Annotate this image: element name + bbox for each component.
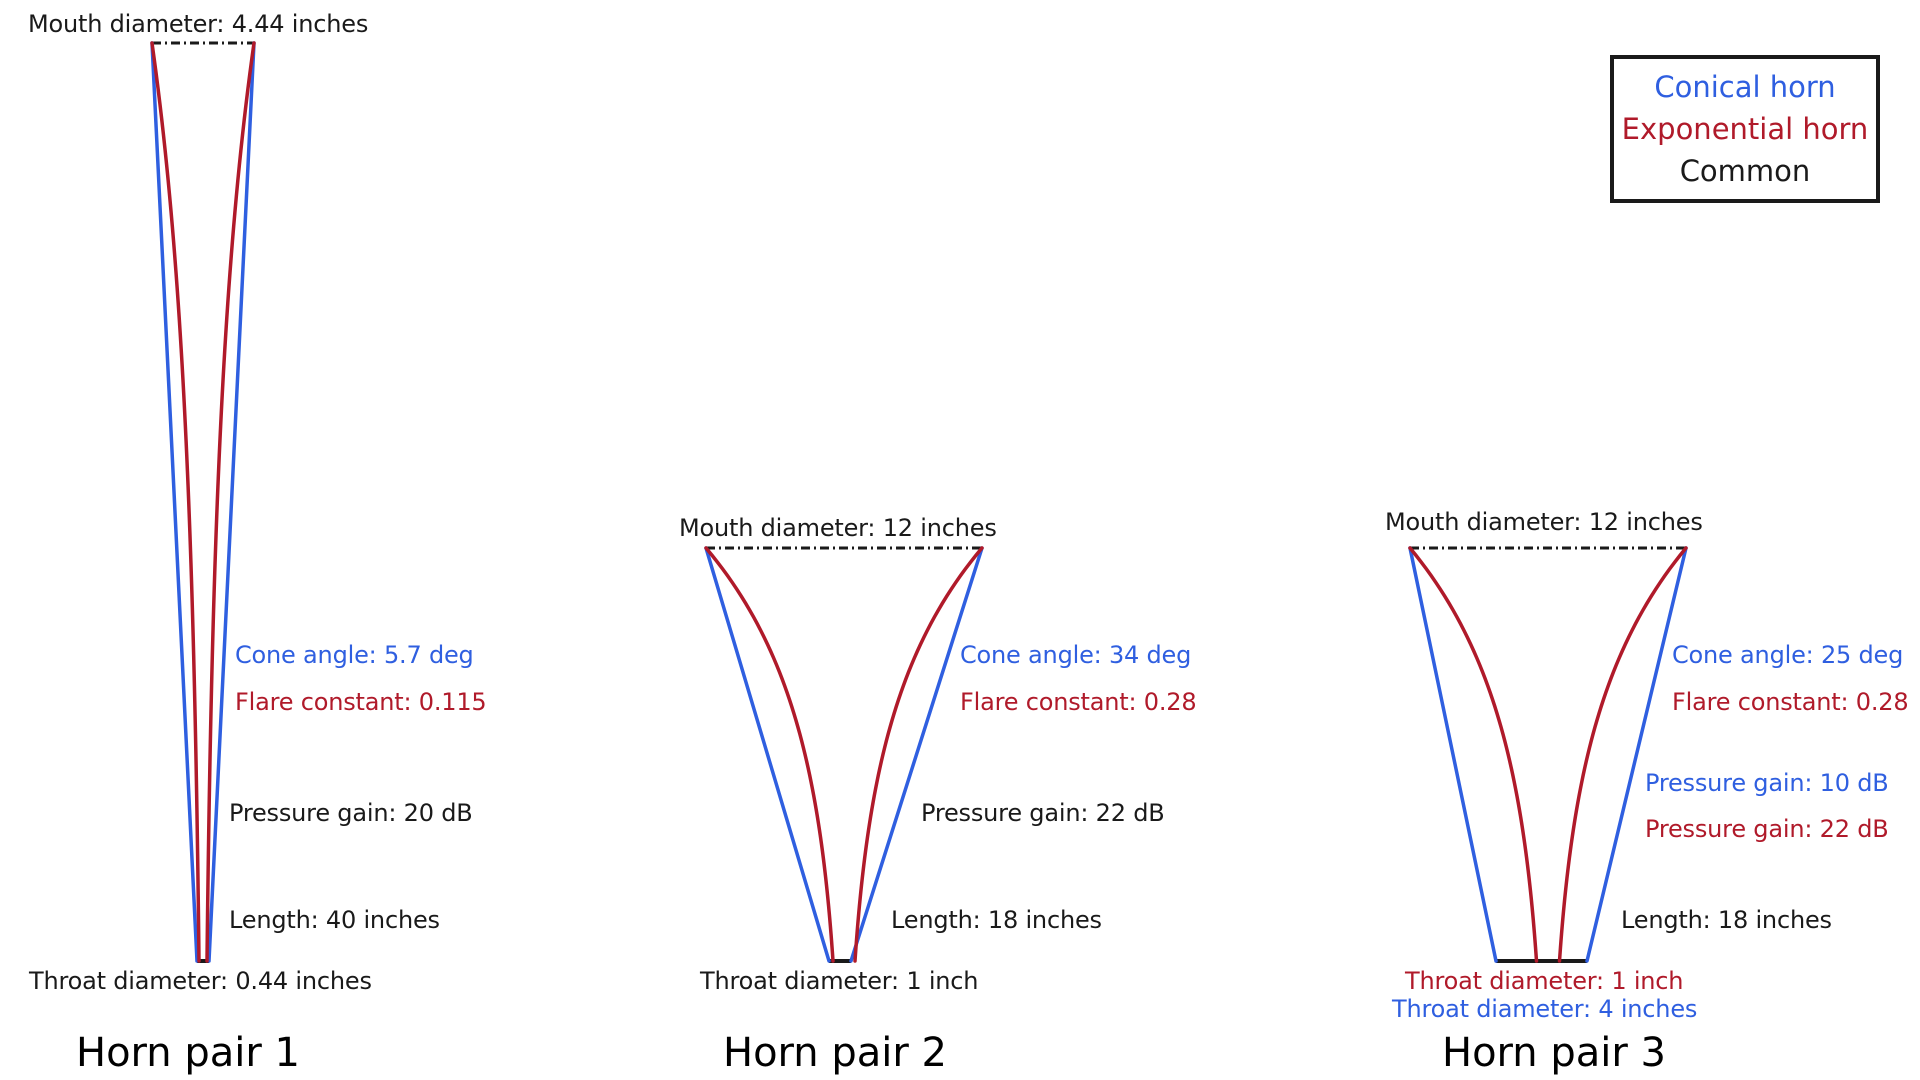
horn3-length-label: Length: 18 inches <box>1621 906 1832 934</box>
horn-pair-1-drawing <box>150 41 256 963</box>
horn3-cone-angle-label: Cone angle: 25 deg <box>1672 641 1904 669</box>
horn-pair-2-drawing <box>704 546 984 963</box>
horn-pair-3-drawing <box>1408 546 1688 963</box>
horn3-mouth-diameter-label: Mouth diameter: 12 inches <box>1385 508 1703 536</box>
conical-wall-left <box>150 41 199 963</box>
exponential-wall-left <box>150 41 201 963</box>
legend-item-common: Common <box>1679 154 1811 188</box>
horn2-length-label: Length: 18 inches <box>891 906 1102 934</box>
horn3-throat-diameter-exponential-label: Throat diameter: 1 inch <box>1405 967 1684 995</box>
horn3-throat-diameter-conical-label: Throat diameter: 4 inches <box>1392 995 1698 1023</box>
horn2-cone-angle-label: Cone angle: 34 deg <box>960 641 1192 669</box>
horn1-title: Horn pair 1 <box>76 1030 300 1076</box>
exponential-wall-left <box>704 546 835 963</box>
horn2-mouth-diameter-label: Mouth diameter: 12 inches <box>679 514 997 542</box>
horn3-pressure-gain-conical-label: Pressure gain: 10 dB <box>1645 769 1889 797</box>
legend-item-conical: Conical horn <box>1654 70 1836 104</box>
horn1-mouth-diameter-label: Mouth diameter: 4.44 inches <box>28 10 369 38</box>
horn1-length-label: Length: 40 inches <box>229 906 440 934</box>
horn2-title: Horn pair 2 <box>723 1030 947 1076</box>
horn3-pressure-gain-exponential-label: Pressure gain: 22 dB <box>1645 815 1889 843</box>
conical-wall-left <box>1408 546 1498 963</box>
exponential-wall-left <box>1408 546 1539 963</box>
horn2-pressure-gain-label: Pressure gain: 22 dB <box>921 799 1165 827</box>
legend-box: Conical horn Exponential horn Common <box>1610 55 1880 203</box>
conical-wall-right <box>207 41 256 963</box>
conical-wall-left <box>704 546 831 963</box>
horn1-flare-constant-label: Flare constant: 0.115 <box>235 688 487 716</box>
horn1-cone-angle-label: Cone angle: 5.7 deg <box>235 641 474 669</box>
horn3-title: Horn pair 3 <box>1442 1030 1666 1076</box>
conical-wall-right <box>849 546 984 963</box>
horn3-flare-constant-label: Flare constant: 0.28 <box>1672 688 1909 716</box>
horn1-throat-diameter-label: Throat diameter: 0.44 inches <box>29 967 372 995</box>
horn2-flare-constant-label: Flare constant: 0.28 <box>960 688 1197 716</box>
legend-item-exponential: Exponential horn <box>1621 112 1869 146</box>
exponential-wall-right <box>205 41 256 963</box>
exponential-wall-right <box>853 546 984 963</box>
conical-wall-right <box>1585 546 1688 963</box>
horn2-throat-diameter-label: Throat diameter: 1 inch <box>700 967 979 995</box>
horn1-pressure-gain-label: Pressure gain: 20 dB <box>229 799 473 827</box>
exponential-wall-right <box>1557 546 1688 963</box>
